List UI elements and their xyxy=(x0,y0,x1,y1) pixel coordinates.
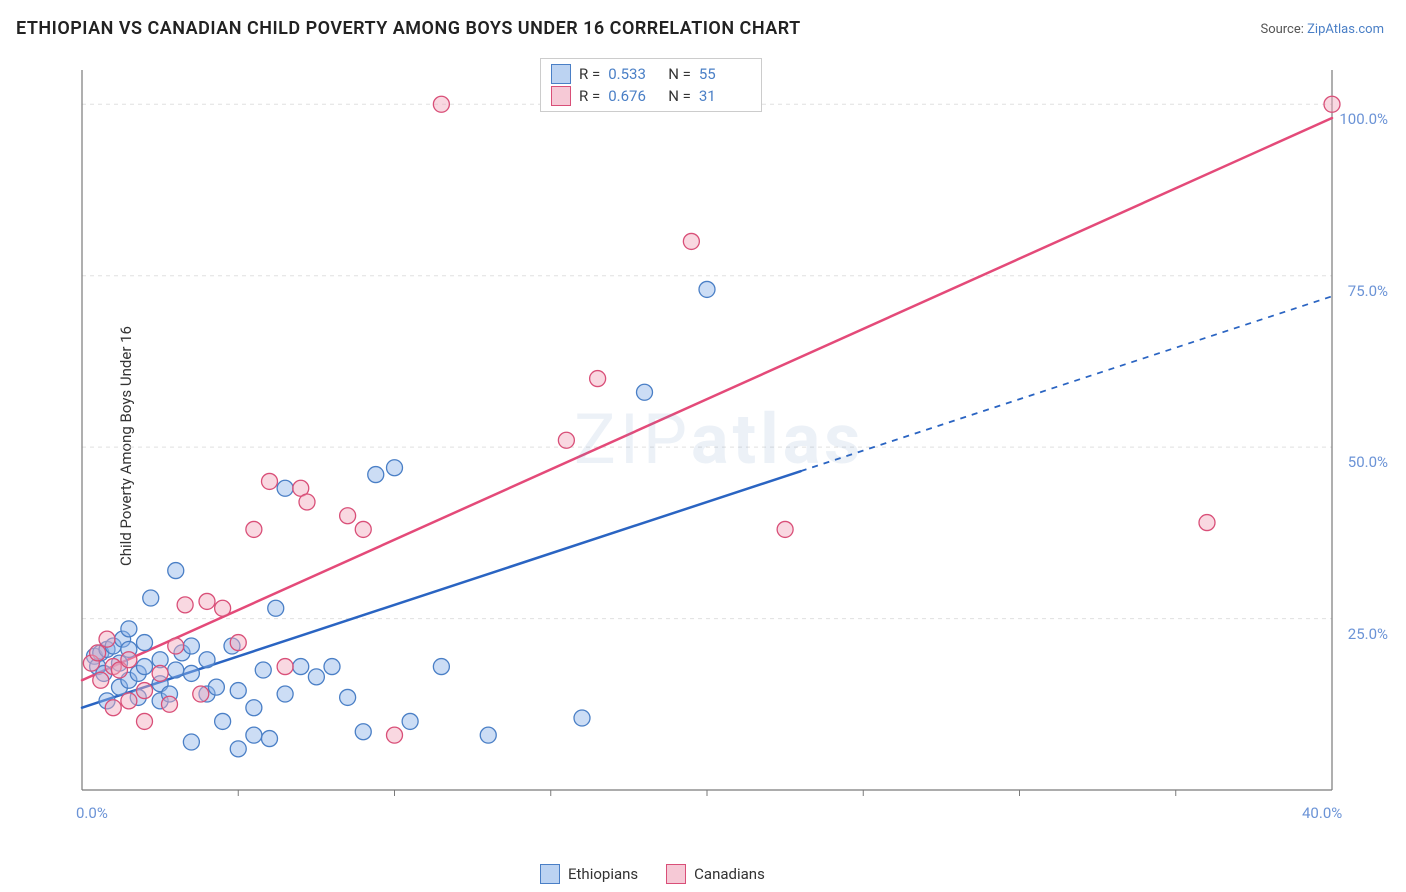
legend-row: R = 0.676 N = 31 xyxy=(551,85,751,107)
source-link[interactable]: ZipAtlas.com xyxy=(1307,22,1384,37)
legend-item-label: Canadians xyxy=(694,865,765,883)
legend-r-value: 0.533 xyxy=(608,63,660,85)
y-tick-label: 25.0% xyxy=(1348,625,1388,643)
x-tick-label: 40.0% xyxy=(1302,804,1342,822)
plot-area: ZIPatlas 25.0%50.0%75.0%100.0%0.0%40.0% xyxy=(54,60,1384,820)
legend-r-label: R = xyxy=(579,85,600,107)
source-prefix: Source: xyxy=(1260,22,1307,37)
legend-swatch xyxy=(666,864,686,884)
scatter-chart xyxy=(54,60,1384,820)
correlation-legend: R = 0.533 N = 55 R = 0.676 N = 31 xyxy=(540,58,762,112)
legend-swatch xyxy=(551,86,571,106)
source-attribution: Source: ZipAtlas.com xyxy=(1260,22,1384,37)
legend-r-label: R = xyxy=(579,63,600,85)
y-tick-label: 100.0% xyxy=(1339,110,1388,128)
series-legend: Ethiopians Canadians xyxy=(540,864,765,884)
legend-swatch xyxy=(551,64,571,84)
legend-row: R = 0.533 N = 55 xyxy=(551,63,751,85)
legend-n-label: N = xyxy=(668,85,691,107)
chart-title: ETHIOPIAN VS CANADIAN CHILD POVERTY AMON… xyxy=(16,18,801,39)
legend-n-label: N = xyxy=(668,63,691,85)
legend-n-value: 31 xyxy=(699,85,751,107)
legend-item-label: Ethiopians xyxy=(568,865,638,883)
y-tick-label: 75.0% xyxy=(1348,282,1388,300)
y-tick-label: 50.0% xyxy=(1348,453,1388,471)
legend-swatch xyxy=(540,864,560,884)
x-tick-label: 0.0% xyxy=(76,804,108,822)
legend-r-value: 0.676 xyxy=(608,85,660,107)
legend-item: Canadians xyxy=(666,864,765,884)
legend-n-value: 55 xyxy=(699,63,751,85)
legend-item: Ethiopians xyxy=(540,864,638,884)
